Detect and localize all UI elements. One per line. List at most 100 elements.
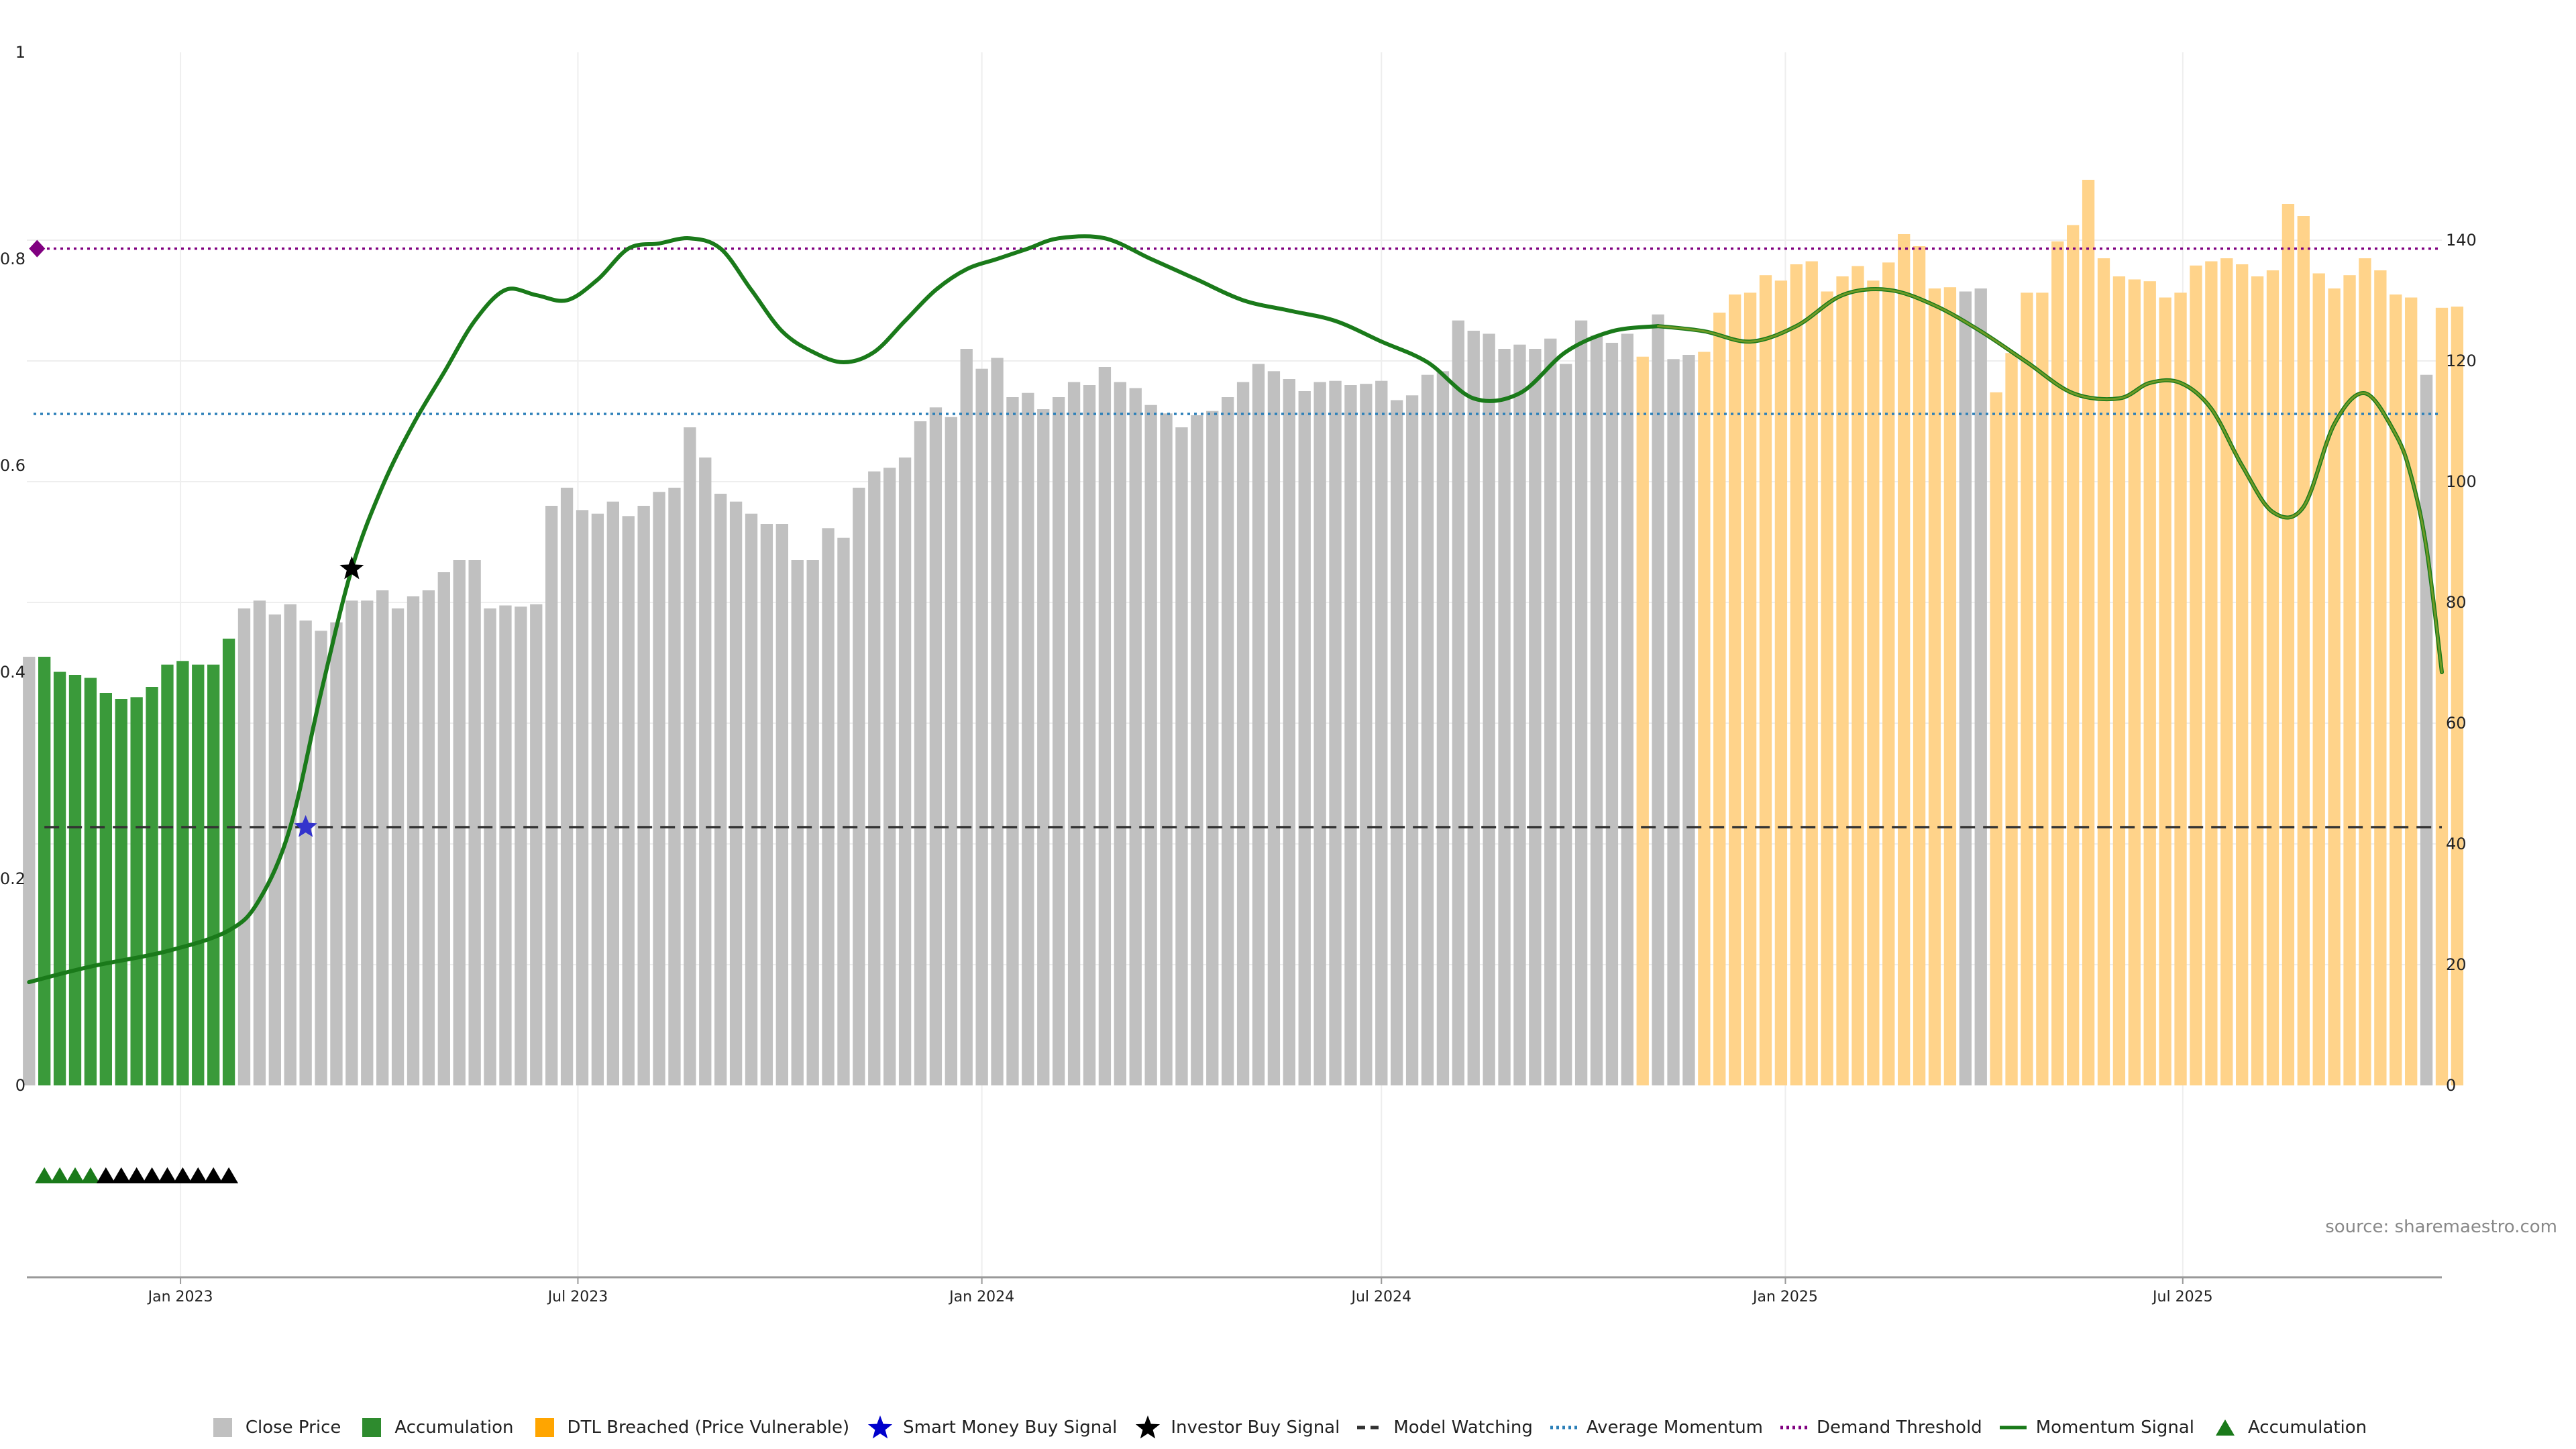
price-bar-close [1375, 380, 1388, 1086]
price-bar-close [1421, 374, 1434, 1086]
legend-star-icon [868, 1415, 893, 1439]
price-bar-dtl [2112, 276, 2126, 1085]
legend-label: Accumulation [394, 1417, 514, 1438]
investor-buy-star [339, 556, 364, 580]
price-bar-dtl [1882, 262, 1895, 1085]
price-bar-close [1344, 385, 1357, 1085]
price-bar-close [468, 560, 481, 1085]
price-bar-close [1022, 392, 1034, 1086]
price-bar-close [1652, 314, 1664, 1086]
price-bar-dtl [2143, 281, 2156, 1086]
price-bar-close [1206, 411, 1219, 1085]
accumulation-triangle [35, 1167, 54, 1183]
legend-item: Momentum Signal [1999, 1414, 2194, 1441]
price-bar-close [1974, 288, 1987, 1085]
price-bar-close [1267, 371, 1281, 1085]
price-bar-close [637, 506, 650, 1085]
price-bar-close [898, 458, 912, 1085]
price-bar-dtl [1821, 291, 1833, 1085]
left-axis-tick: 1 [15, 43, 25, 62]
price-bar-close [1037, 409, 1050, 1085]
price-bar-close [1144, 405, 1157, 1085]
price-bar-close [1436, 371, 1450, 1085]
legend-icon [535, 1418, 554, 1437]
price-bar-close [23, 657, 36, 1085]
price-bar-dtl [2005, 353, 2018, 1085]
legend-label: Model Watching [1393, 1417, 1533, 1438]
price-bar-close [822, 528, 835, 1085]
left-axis-tick: 0.2 [0, 869, 25, 888]
price-bar-accumulation [130, 697, 143, 1085]
price-bar-dtl [1759, 275, 1772, 1086]
price-bar-close [237, 608, 251, 1085]
right-axis-tick: 0 [2446, 1076, 2456, 1095]
left-axis-tick: 0.6 [0, 456, 25, 475]
price-bar-close [806, 560, 819, 1085]
axes: 0 0.2 0.4 0.6 0.8 1 0 20 40 60 80 100 120 140 Jan 2023… [0, 43, 2477, 1305]
price-bar-accumulation [53, 672, 66, 1085]
price-bar-accumulation [84, 678, 97, 1085]
legend-label: Investor Buy Signal [1171, 1417, 1340, 1438]
legend-icon [868, 1415, 893, 1439]
price-bar-close [591, 513, 604, 1085]
price-bar-close [1252, 364, 1265, 1085]
legend-square-icon [213, 1418, 232, 1437]
price-bar-dtl [2190, 265, 2202, 1085]
price-bar-close [1498, 349, 1511, 1085]
price-bar-close [1467, 331, 1480, 1085]
price-bar-accumulation [115, 699, 127, 1085]
legend-icon [1357, 1426, 1385, 1430]
price-bar-dtl [2359, 258, 2371, 1085]
legend-icon [1780, 1426, 1808, 1430]
legend-label: Demand Threshold [1817, 1417, 1982, 1438]
source-label: source: sharemaestro.com [2325, 1217, 2557, 1237]
legend: Close Price Accumulation DTL Breached (Pri… [0, 1414, 2576, 1441]
price-bar-close [391, 608, 405, 1085]
price-bar-dtl [1743, 292, 1757, 1085]
price-bar-accumulation [38, 657, 51, 1085]
right-axis-tick: 60 [2446, 714, 2467, 733]
legend-item: Model Watching [1357, 1414, 1533, 1441]
price-bar-dtl [2390, 294, 2402, 1085]
price-bar-close [1313, 382, 1326, 1085]
price-bar-close [560, 488, 574, 1085]
price-bar-accumulation [192, 664, 205, 1085]
legend-icon [362, 1418, 382, 1437]
legend-label: DTL Breached (Price Vulnerable) [567, 1417, 850, 1438]
price-bar-dtl [1851, 266, 1864, 1086]
left-axis-tick: 0.4 [0, 663, 25, 682]
signal-triangle [127, 1167, 146, 1183]
price-bar-close [745, 513, 758, 1085]
legend-square-icon [362, 1418, 382, 1437]
legend-item: Close Price [209, 1414, 341, 1441]
price-bar-close [1529, 349, 1542, 1085]
legend-item: Accumulation [2212, 1414, 2367, 1441]
smart-money-buy-star [294, 815, 317, 837]
signal-triangle [111, 1167, 131, 1183]
legend-icon [1999, 1426, 2027, 1430]
signal-triangle [142, 1167, 162, 1183]
legend-triangle-icon [2215, 1419, 2235, 1436]
price-bar-close [268, 614, 281, 1085]
accumulation-triangle [80, 1167, 100, 1183]
signal-triangle [173, 1167, 193, 1183]
price-bar-dtl [1990, 392, 2002, 1085]
accumulation-triangle [66, 1167, 85, 1183]
price-bar-dtl [2312, 273, 2325, 1085]
left-axis-tick: 0.8 [0, 250, 25, 268]
price-bar-dtl [2251, 276, 2264, 1085]
right-axis-tick: 40 [2446, 835, 2467, 853]
price-bar-close [1391, 400, 1403, 1085]
legend-icon [213, 1418, 232, 1437]
legend-item: Investor Buy Signal [1134, 1414, 1340, 1441]
price-bar-close [1053, 397, 1065, 1085]
reference-lines [34, 247, 2442, 828]
price-bar-close [330, 622, 343, 1085]
price-bar-close [1298, 391, 1311, 1085]
right-axis-tick: 20 [2446, 955, 2467, 974]
price-bar-close [991, 358, 1004, 1085]
price-bar-dtl [2282, 204, 2295, 1085]
legend-label: Smart Money Buy Signal [903, 1417, 1118, 1438]
price-bar-dtl [2021, 292, 2033, 1085]
price-bar-close [284, 604, 297, 1085]
